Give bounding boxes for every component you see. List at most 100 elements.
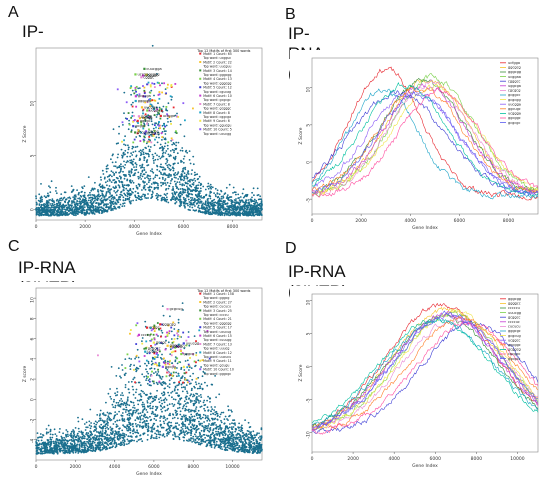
data-point — [252, 437, 255, 440]
data-point — [128, 200, 131, 203]
data-point — [215, 440, 218, 443]
data-point — [161, 410, 163, 413]
data-point — [117, 434, 120, 437]
data-point — [47, 209, 49, 211]
data-point — [94, 439, 97, 442]
data-point — [115, 194, 118, 197]
x-tick-label: 10000 — [225, 464, 239, 470]
data-point — [66, 446, 69, 449]
data-point — [182, 309, 184, 311]
data-point — [110, 198, 113, 200]
data-point — [126, 438, 129, 441]
data-point — [156, 383, 159, 386]
data-point — [200, 202, 202, 204]
data-point — [202, 185, 205, 188]
data-point — [205, 193, 208, 196]
data-point — [60, 210, 63, 213]
data-point — [126, 443, 128, 445]
data-point — [110, 181, 113, 184]
data-point — [258, 213, 260, 216]
data-point — [139, 365, 141, 368]
motif-point — [137, 122, 139, 124]
data-point — [189, 203, 192, 206]
data-point — [78, 444, 81, 447]
data-point — [197, 197, 200, 200]
data-point — [112, 445, 114, 448]
data-point — [241, 442, 244, 445]
data-point — [184, 182, 187, 185]
data-point — [122, 124, 124, 126]
data-point — [78, 208, 81, 211]
data-point — [119, 375, 121, 378]
data-point — [248, 441, 251, 444]
data-point — [184, 166, 187, 169]
data-point — [161, 353, 163, 356]
data-point — [241, 206, 243, 209]
motif-point — [154, 132, 157, 135]
data-point — [114, 411, 117, 413]
data-point — [221, 212, 224, 215]
data-point — [138, 185, 141, 187]
data-point — [55, 435, 58, 437]
data-point — [164, 142, 167, 145]
data-point — [66, 209, 68, 211]
data-point — [147, 152, 150, 155]
data-point — [194, 180, 197, 182]
data-point — [103, 198, 106, 201]
data-point — [260, 198, 263, 201]
data-point — [46, 210, 48, 213]
motif-point — [142, 127, 145, 130]
data-point — [72, 196, 75, 199]
data-point — [226, 213, 229, 216]
data-point — [246, 193, 249, 196]
data-point — [96, 199, 99, 201]
data-point — [230, 209, 233, 212]
data-point — [159, 430, 162, 433]
data-point — [109, 179, 111, 182]
data-point — [231, 410, 233, 413]
data-point — [211, 431, 214, 434]
data-point — [159, 433, 162, 436]
data-point — [198, 175, 201, 178]
data-point — [225, 209, 228, 212]
data-point — [189, 375, 192, 377]
data-point — [108, 413, 110, 415]
data-point — [184, 431, 186, 434]
data-point — [213, 192, 216, 195]
data-point — [218, 197, 221, 200]
data-point — [236, 434, 239, 436]
data-point — [72, 188, 75, 191]
data-point — [161, 426, 164, 429]
data-point — [153, 94, 155, 97]
data-point — [146, 176, 148, 179]
data-point — [186, 359, 189, 362]
data-point — [143, 123, 146, 126]
data-point — [194, 173, 197, 176]
data-point — [145, 147, 147, 149]
data-point — [253, 198, 256, 201]
data-point — [81, 187, 84, 190]
data-point — [171, 197, 174, 199]
data-point — [180, 426, 183, 429]
data-point — [189, 201, 192, 204]
motif-point — [167, 115, 169, 117]
data-point — [140, 389, 143, 392]
data-point — [160, 173, 163, 176]
data-point — [155, 395, 158, 397]
data-point — [44, 203, 47, 206]
data-point — [128, 196, 131, 199]
motif-point — [158, 82, 160, 85]
data-point — [136, 417, 138, 420]
data-point — [62, 213, 65, 216]
data-point — [123, 160, 125, 163]
data-point — [118, 443, 121, 445]
y-tick-label: 10 — [306, 87, 312, 93]
legend-title: Top 12 Motifs of first 300 words — [196, 49, 250, 53]
data-point — [213, 208, 216, 211]
data-point — [152, 155, 155, 158]
data-point — [183, 155, 186, 158]
data-point — [130, 152, 132, 155]
x-tick-label: 8000 — [227, 224, 239, 230]
data-point — [177, 417, 179, 420]
legend-entry: cgggcc — [508, 79, 521, 83]
